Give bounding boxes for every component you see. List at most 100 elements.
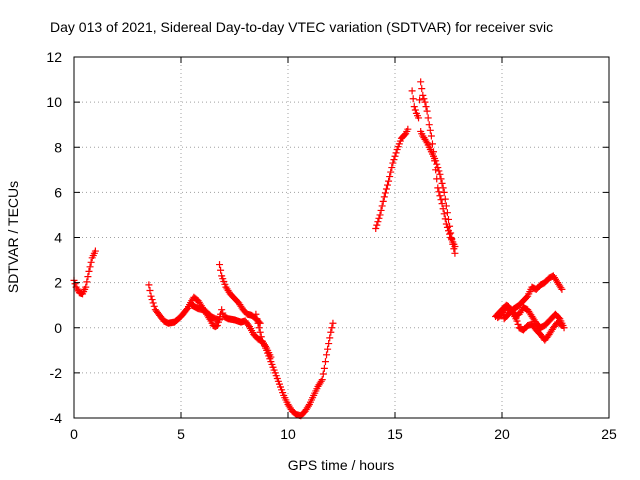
data-point (392, 149, 400, 157)
data-point (320, 364, 328, 372)
data-point (439, 184, 447, 192)
data-point (86, 263, 94, 271)
data-point (415, 114, 423, 122)
data-point (389, 159, 397, 167)
data-point (408, 87, 416, 95)
data-point (434, 164, 442, 172)
y-tick-label: -4 (50, 410, 63, 426)
data-point (213, 321, 221, 329)
data-point (373, 221, 381, 229)
data-point (424, 114, 432, 122)
data-point (438, 179, 446, 187)
data-point (432, 157, 440, 165)
data-point (252, 310, 260, 318)
data-point (378, 202, 386, 210)
data-point (388, 164, 396, 172)
data-point (440, 210, 448, 218)
data-point (386, 173, 394, 181)
data-point (377, 206, 385, 214)
data-point (423, 107, 431, 115)
data-point (411, 106, 419, 114)
data-point (329, 319, 337, 327)
x-axis-label: GPS time / hours (288, 457, 395, 473)
data-point (375, 214, 383, 222)
data-point (327, 328, 335, 336)
data-point (436, 170, 444, 178)
data-point (328, 324, 336, 332)
data-point (451, 249, 459, 257)
data-point (422, 103, 430, 111)
data-point (391, 152, 399, 160)
data-point (91, 247, 99, 255)
data-point (318, 376, 326, 384)
data-point (262, 342, 270, 350)
data-point (445, 215, 452, 223)
data-point (450, 245, 458, 253)
grid (74, 57, 609, 418)
data-point (324, 345, 332, 353)
data-point (449, 240, 457, 248)
data-point (219, 309, 227, 317)
data-point (425, 121, 433, 129)
data-point (217, 266, 225, 274)
data-point (441, 195, 449, 203)
data-point (384, 181, 392, 189)
data-point (433, 160, 441, 168)
data-point (83, 278, 91, 286)
y-tick-label: 6 (54, 184, 62, 200)
data-point (148, 296, 156, 304)
data-point (255, 324, 263, 332)
data-point (216, 261, 224, 269)
data-point (323, 351, 331, 359)
data-point (326, 334, 334, 342)
y-tick-label: 4 (54, 230, 62, 246)
data-point (419, 91, 427, 99)
x-tick-label: 25 (601, 426, 617, 442)
data-point (381, 189, 389, 197)
data-point (436, 192, 444, 200)
data-point (256, 328, 264, 336)
y-tick-label: 12 (46, 49, 62, 65)
x-tick-label: 0 (70, 426, 78, 442)
data-point (438, 200, 446, 208)
data-point (317, 377, 325, 385)
data-point (218, 306, 226, 314)
y-axis-label: SDTVAR / TECUs (5, 181, 21, 293)
data-point (146, 287, 154, 295)
data-point (435, 167, 443, 175)
data-point (560, 324, 568, 332)
data-point (421, 98, 429, 106)
data-point (448, 235, 456, 243)
data-point (447, 229, 455, 237)
data-points (70, 78, 568, 420)
data-point (382, 185, 390, 193)
data-point (372, 224, 380, 232)
data-point (257, 333, 265, 341)
data-point (82, 283, 90, 291)
data-point (416, 96, 424, 104)
data-point (374, 218, 382, 226)
chart-title: Day 013 of 2021, Sidereal Day-to-day VTE… (50, 19, 553, 35)
data-point (385, 177, 393, 185)
data-point (427, 132, 435, 140)
data-point (380, 193, 388, 201)
data-point (428, 140, 436, 148)
data-point (404, 125, 412, 133)
data-point (420, 95, 428, 103)
data-point (442, 202, 450, 210)
y-tick-label: 0 (54, 320, 62, 336)
data-point (321, 358, 329, 366)
data-point (376, 211, 384, 219)
data-point (557, 284, 565, 292)
y-tick-label: 8 (54, 139, 62, 155)
data-point (426, 126, 434, 134)
data-point (319, 370, 327, 378)
data-point (71, 280, 79, 288)
x-tick-label: 20 (494, 426, 510, 442)
data-point (440, 188, 448, 196)
data-point (422, 137, 430, 145)
data-point (514, 320, 522, 328)
data-point (558, 285, 566, 293)
